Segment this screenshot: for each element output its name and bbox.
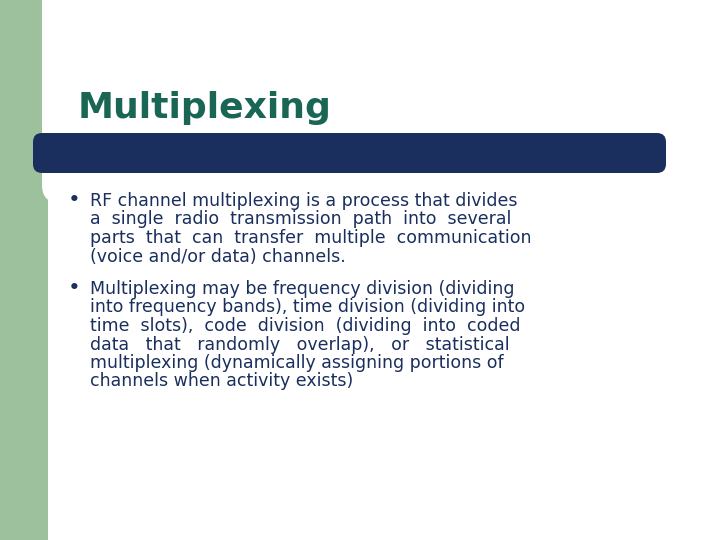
Text: •: • bbox=[68, 278, 81, 298]
Text: a  single  radio  transmission  path  into  several: a single radio transmission path into se… bbox=[90, 211, 511, 228]
Text: channels when activity exists): channels when activity exists) bbox=[90, 373, 354, 390]
Bar bbox=[0, 0, 48, 540]
Text: multiplexing (dynamically assigning portions of: multiplexing (dynamically assigning port… bbox=[90, 354, 503, 372]
Text: time  slots),  code  division  (dividing  into  coded: time slots), code division (dividing int… bbox=[90, 317, 521, 335]
Text: into frequency bands), time division (dividing into: into frequency bands), time division (di… bbox=[90, 299, 525, 316]
Text: data   that   randomly   overlap),   or   statistical: data that randomly overlap), or statisti… bbox=[90, 335, 510, 354]
FancyBboxPatch shape bbox=[42, 0, 720, 203]
Text: RF channel multiplexing is a process that divides: RF channel multiplexing is a process tha… bbox=[90, 192, 518, 210]
FancyBboxPatch shape bbox=[33, 133, 666, 173]
Text: Multiplexing: Multiplexing bbox=[78, 91, 332, 125]
Bar bbox=[265, 0, 720, 110]
Text: (voice and/or data) channels.: (voice and/or data) channels. bbox=[90, 247, 346, 266]
Bar bbox=[60, 55, 720, 185]
Text: Multiplexing may be frequency division (dividing: Multiplexing may be frequency division (… bbox=[90, 280, 515, 298]
Text: parts  that  can  transfer  multiple  communication: parts that can transfer multiple communi… bbox=[90, 229, 531, 247]
Bar bbox=[0, 0, 265, 110]
Text: •: • bbox=[68, 190, 81, 210]
